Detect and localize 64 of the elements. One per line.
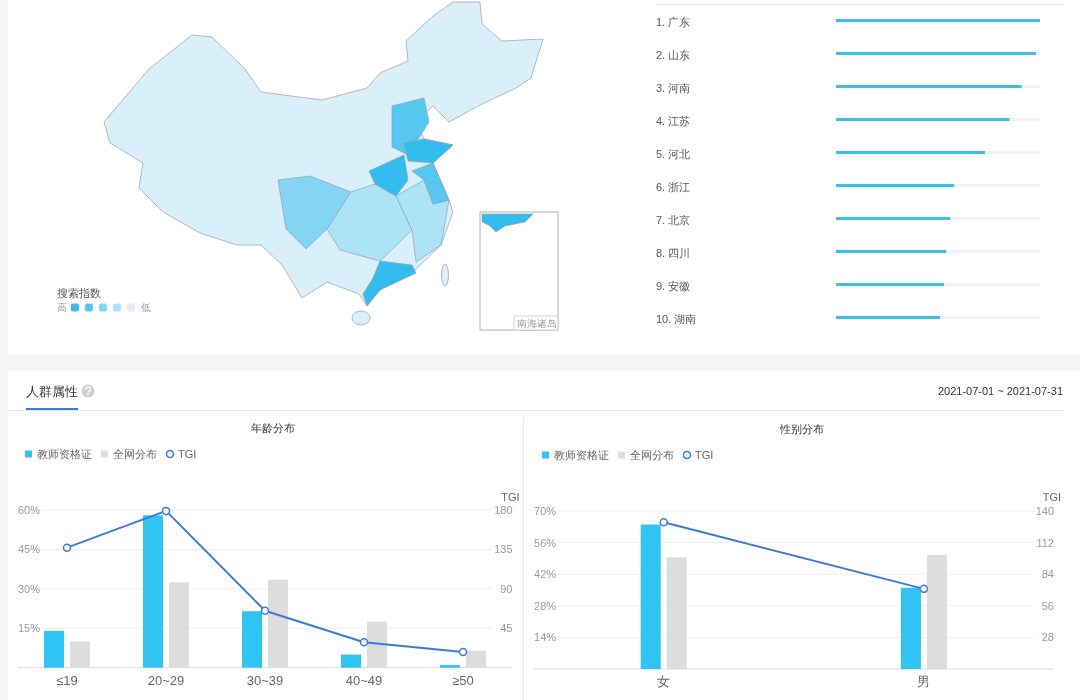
text: 南海诸岛: [517, 318, 557, 329]
y-tick-label: 28%: [534, 599, 557, 612]
bar: [44, 630, 64, 668]
bar: [341, 654, 361, 668]
x-tick-label: 男: [917, 673, 931, 689]
y-tick-label: 10. 湖南: [656, 313, 697, 325]
y2-tick-label: 140: [1035, 505, 1054, 517]
bar: [836, 52, 1036, 55]
y-tick-label: 6. 浙江: [656, 181, 691, 193]
y-tick-label: 3. 河南: [656, 82, 691, 94]
text: 高: [57, 301, 67, 313]
y-tick-label: 7. 北京: [656, 214, 691, 226]
y-tick-label: 1. 广东: [656, 16, 691, 28]
bar: [242, 611, 262, 668]
y-tick-label: 14%: [534, 631, 557, 644]
x-tick-label: 30~39: [246, 672, 284, 688]
x-tick-label: 20~29: [147, 672, 185, 688]
bar: [143, 515, 163, 668]
text: 低: [141, 301, 151, 313]
y-tick-label: 45%: [18, 543, 41, 556]
y-tick-label: 42%: [534, 568, 557, 581]
point: [62, 543, 72, 552]
legend-label: TGI: [178, 448, 197, 460]
y2-tick-label: 56: [1041, 599, 1054, 612]
legend-label: TGI: [695, 449, 714, 461]
x-tick-label: 40~49: [345, 672, 383, 688]
y2-tick-label: 45: [500, 622, 513, 635]
legend-label: 全网分布: [630, 449, 674, 461]
y-tick-label: 56%: [534, 536, 557, 549]
y2-tick-label: 28: [1041, 631, 1054, 644]
y2-axis-title: TGI: [501, 491, 520, 503]
bar: [440, 665, 460, 668]
y-tick-label: 15%: [18, 622, 41, 635]
y2-tick-label: 84: [1041, 568, 1054, 581]
point: [359, 638, 369, 647]
legend-label: 全网分布: [113, 448, 157, 460]
x-tick-label: ≥50: [452, 672, 474, 688]
y-tick-label: 4. 江苏: [656, 115, 691, 127]
y-tick-label: 60%: [18, 504, 41, 516]
y2-tick-label: 180: [494, 504, 513, 516]
legend-label: 教师资格证: [37, 448, 92, 460]
y2-tick-label: 112: [1036, 536, 1054, 549]
y-tick-label: 30%: [18, 582, 41, 595]
y-tick-label: 5. 河北: [656, 148, 691, 160]
x-tick-label: ≤19: [56, 672, 78, 688]
y-tick-label: 70%: [534, 505, 557, 517]
y2-tick-label: 135: [494, 543, 513, 556]
chart-title: 年龄分布: [251, 422, 295, 434]
y2-tick-label: 90: [500, 582, 513, 595]
y-tick-label: 2. 山东: [656, 49, 691, 61]
point: [161, 506, 171, 516]
legend-title: 搜索指数: [57, 287, 101, 299]
text: 人群属性: [26, 383, 78, 399]
text: 2021-07-01 ~ 2021-07-31: [937, 385, 1063, 397]
y-tick-label: 8. 四川: [656, 247, 691, 259]
bar: [640, 524, 661, 669]
chart-title: 性别分布: [779, 423, 824, 435]
y-tick-label: 9. 安徽: [656, 280, 691, 292]
point: [458, 647, 468, 657]
y2-axis-title: TGI: [1042, 491, 1061, 503]
legend-label: 教师资格证: [554, 449, 609, 461]
x-tick-label: 女: [657, 673, 671, 689]
point: [260, 606, 270, 615]
bar: [900, 587, 921, 669]
